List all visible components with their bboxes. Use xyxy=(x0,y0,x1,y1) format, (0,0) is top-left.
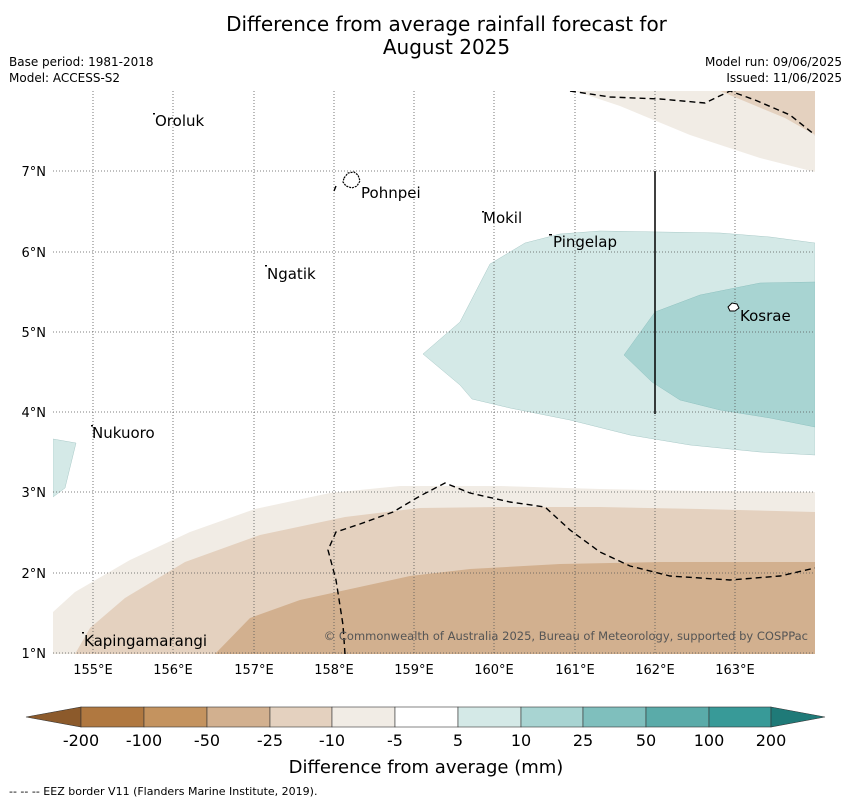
colorbar-tick: 200 xyxy=(756,731,787,750)
meta-right: Model run: 09/06/2025 Issued: 11/06/2025 xyxy=(705,54,842,86)
lat-label-6n: 6°N xyxy=(22,246,47,261)
eez-footnote: -- -- -- EEZ border V11 (Flanders Marine… xyxy=(9,785,318,798)
colorbar-cell-1 xyxy=(80,706,145,728)
map-panel: Oroluk Pohnpei Mokil Pingelap Ngatik Kos… xyxy=(53,91,815,654)
colorbar-tick: -5 xyxy=(387,731,403,750)
lon-label-158: 158°E xyxy=(314,663,354,678)
place-pingelap: Pingelap xyxy=(553,233,617,251)
lon-label-155: 155°E xyxy=(73,663,113,678)
eez-border xyxy=(327,91,815,654)
model-name: Model: ACCESS-S2 xyxy=(9,71,121,85)
colorbar-cell-4 xyxy=(269,706,333,728)
lon-label-160: 160°E xyxy=(474,663,514,678)
lat-label-3n: 3°N xyxy=(22,486,47,501)
model-run: Model run: 09/06/2025 xyxy=(704,55,842,69)
colorbar-tick: 5 xyxy=(453,731,463,750)
lon-label-157: 157°E xyxy=(234,663,274,678)
place-pohnpei: Pohnpei xyxy=(361,184,421,202)
lat-label-7n: 7°N xyxy=(22,165,47,180)
place-kapingamarangi: Kapingamarangi xyxy=(84,632,207,650)
kosrae-island xyxy=(727,302,740,312)
lat-label-1n: 1°N xyxy=(22,647,47,662)
colorbar-tick: -10 xyxy=(319,731,345,750)
lon-label-162: 162°E xyxy=(635,663,675,678)
place-kosrae: Kosrae xyxy=(740,307,791,325)
graticule xyxy=(53,91,815,654)
colorbar-label: Difference from average (mm) xyxy=(289,757,564,778)
colorbar-tick: 50 xyxy=(636,731,656,750)
base-period: Base period: 1981-2018 xyxy=(9,55,154,69)
copyright-notice: © Commonwealth of Australia 2025, Bureau… xyxy=(324,629,808,643)
place-ngatik: Ngatik xyxy=(267,265,316,283)
colorbar-cell-11 xyxy=(708,706,772,728)
colorbar-tick: 10 xyxy=(511,731,531,750)
title-line-2: August 2025 xyxy=(382,35,511,59)
place-mokil: Mokil xyxy=(483,209,522,227)
lon-label-159: 159°E xyxy=(394,663,434,678)
colorbar-tick: -200 xyxy=(63,731,99,750)
shade-dry-ne-5-10 xyxy=(575,91,815,172)
lon-label-163: 163°E xyxy=(715,663,755,678)
shade-dry-ne-10-25 xyxy=(720,91,815,135)
colorbar-cell-9 xyxy=(582,706,647,728)
lat-label-4n: 4°N xyxy=(22,406,47,421)
colorbar-extend-high xyxy=(770,706,826,728)
shade-dry-25-50 xyxy=(215,562,815,654)
colorbar xyxy=(25,706,826,728)
colorbar-cell-8 xyxy=(520,706,584,728)
colorbar-tick: -25 xyxy=(257,731,283,750)
atoll-markers xyxy=(82,113,552,634)
colorbar-cell-7 xyxy=(457,706,522,728)
colorbar-extend-low xyxy=(25,706,82,728)
lat-label-5n: 5°N xyxy=(22,326,47,341)
title-line-1: Difference from average rainfall forecas… xyxy=(226,12,667,36)
colorbar-cell-3 xyxy=(206,706,271,728)
lat-label-2n: 2°N xyxy=(22,567,47,582)
lon-label-161: 161°E xyxy=(555,663,595,678)
colorbar-cell-2 xyxy=(143,706,208,728)
meta-left: Base period: 1981-2018 Model: ACCESS-S2 xyxy=(9,54,154,86)
colorbar-cell-6 xyxy=(394,706,459,728)
colorbar-tick: 25 xyxy=(573,731,593,750)
place-oroluk: Oroluk xyxy=(155,112,204,130)
colorbar-tick: 100 xyxy=(694,731,725,750)
shade-wet-west xyxy=(53,438,77,498)
shade-wet-10-25 xyxy=(623,281,815,428)
colorbar-cell-10 xyxy=(645,706,710,728)
colorbar-cell-5 xyxy=(331,706,396,728)
colorbar-tick: -50 xyxy=(194,731,220,750)
map-title: Difference from average rainfall forecas… xyxy=(0,13,850,59)
place-nukuoro: Nukuoro xyxy=(92,424,155,442)
colorbar-tick: -100 xyxy=(126,731,162,750)
issued-date: Issued: 11/06/2025 xyxy=(726,71,842,85)
lon-label-156: 156°E xyxy=(153,663,193,678)
pohnpei-island xyxy=(342,171,361,189)
